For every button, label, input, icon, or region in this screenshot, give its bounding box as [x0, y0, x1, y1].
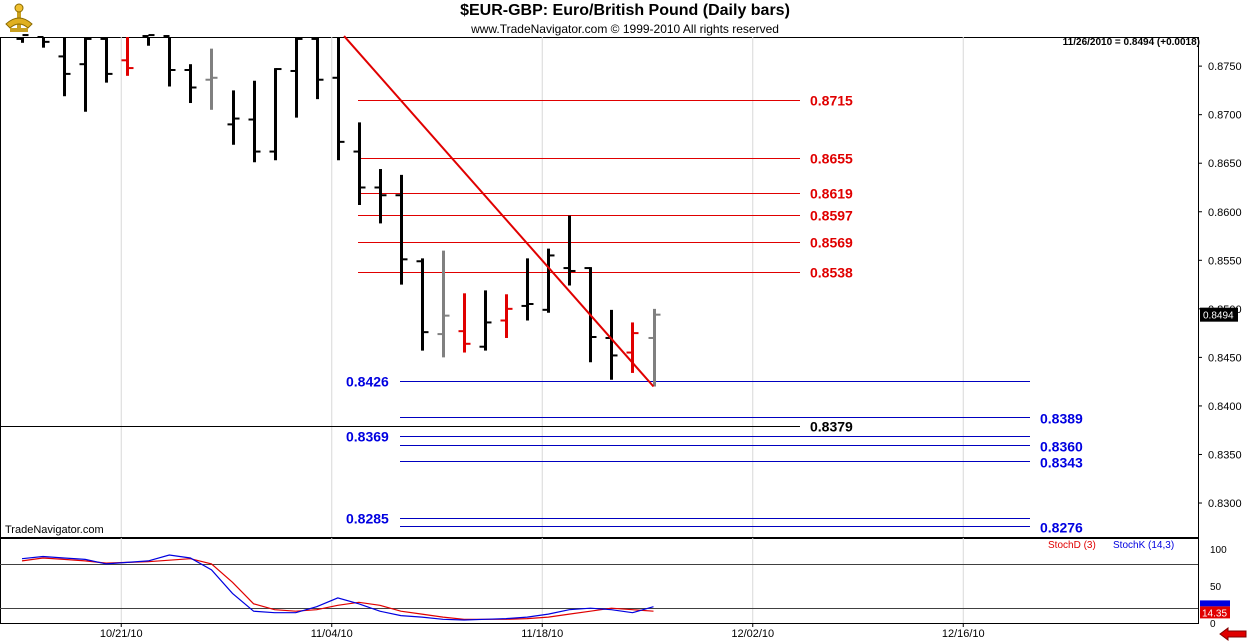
- ohlc-bar: [374, 169, 387, 224]
- x-tick-label: 11/18/10: [521, 628, 563, 640]
- x-tick-label: 12/02/10: [731, 628, 774, 640]
- ohlc-bar: [121, 37, 134, 76]
- ohlc-bar: [184, 64, 197, 104]
- ohlc-bar: [353, 122, 366, 205]
- red-level-label: 0.8619: [810, 186, 853, 202]
- last-price-tag-box: [1200, 307, 1238, 322]
- ohlc-bar: [563, 215, 576, 286]
- trendline: [343, 35, 655, 388]
- y-tick-label: 0.8700: [1208, 110, 1242, 122]
- red-level-label: 0.8715: [810, 93, 853, 109]
- stoch-k-legend: StochK (14,3): [1113, 540, 1174, 551]
- ohlc-bar: [227, 90, 240, 145]
- back-arrow-icon[interactable]: [1218, 627, 1248, 641]
- red-level-label: 0.8538: [810, 265, 853, 281]
- stoch-y-tick-label: 0: [1210, 619, 1216, 630]
- y-tick-label: 0.8350: [1208, 449, 1242, 461]
- red-level-label: 0.8569: [810, 235, 853, 251]
- stoch-panel-border: [0, 538, 1199, 624]
- stoch-k-tag-box: [1200, 600, 1230, 607]
- ohlc-bar: [648, 308, 661, 387]
- last-price-readout: 11/26/2010 = 0.8494 (+0.0018): [1062, 37, 1200, 48]
- ohlc-bar: [395, 174, 408, 285]
- y-tick-label: 0.8400: [1208, 401, 1242, 413]
- blue-level-label: 0.8389: [1040, 411, 1083, 427]
- ohlc-bar: [542, 248, 555, 313]
- blue-level-label: 0.8369: [346, 429, 389, 445]
- red-level-label: 0.8597: [810, 208, 853, 224]
- ohlc-bar: [16, 34, 29, 43]
- x-tick-label: 11/04/10: [311, 628, 353, 640]
- ohlc-bar: [269, 68, 282, 161]
- ohlc-bar: [416, 258, 429, 351]
- chart-subtitle: www.TradeNavigator.com © 1999-2010 All r…: [471, 22, 779, 36]
- watermark: TradeNavigator.com: [5, 524, 104, 536]
- stoch-y-tick-label: 100: [1210, 545, 1227, 556]
- ohlc-bar: [332, 37, 345, 161]
- y-tick-label: 0.8600: [1208, 207, 1242, 219]
- ohlc-bar: [479, 290, 492, 351]
- red-level-label: 0.8655: [810, 151, 853, 167]
- x-tick-label: 10/21/10: [100, 628, 143, 640]
- blue-level-label: 0.8426: [346, 374, 389, 390]
- y-tick-label: 0.8750: [1208, 61, 1242, 73]
- x-tick-label: 12/16/10: [942, 628, 985, 640]
- blue-level-label: 0.8285: [346, 511, 389, 527]
- blue-level-label: 0.8343: [1040, 455, 1083, 471]
- ohlc-bar: [311, 37, 324, 100]
- ohlc-bar: [290, 37, 303, 118]
- ohlc-bar: [79, 37, 92, 112]
- ohlc-bar: [458, 293, 471, 353]
- ohlc-bar: [437, 250, 450, 358]
- y-tick-label: 0.8450: [1208, 352, 1242, 364]
- y-tick-label: 0.8650: [1208, 158, 1242, 170]
- ohlc-bar: [205, 48, 218, 110]
- blue-level-label: 0.8276: [1040, 520, 1083, 536]
- stoch-d-line: [21, 557, 654, 620]
- last-price-tag: 0.8494: [1203, 311, 1234, 322]
- ohlc-bar: [100, 37, 113, 83]
- ohlc-bar: [37, 36, 50, 48]
- chart-title: $EUR-GBP: Euro/British Pound (Daily bars…: [460, 2, 790, 19]
- y-tick-label: 0.8300: [1208, 498, 1242, 510]
- blue-level-label: 0.8360: [1040, 439, 1083, 455]
- ohlc-bar: [142, 34, 155, 46]
- black-level-label: 0.8379: [810, 419, 853, 435]
- price-panel-border: [0, 37, 1199, 538]
- ohlc-bar: [626, 322, 639, 373]
- stoch-d-legend: StochD (3): [1048, 540, 1096, 551]
- stoch-y-tick-label: 50: [1210, 582, 1222, 593]
- ohlc-bar: [521, 258, 534, 321]
- stoch-d-tag-box: [1200, 606, 1230, 619]
- y-tick-label: 0.8550: [1208, 255, 1242, 267]
- ohlc-bar: [500, 294, 513, 338]
- ohlc-bar: [58, 37, 71, 97]
- stoch-k-line: [21, 554, 654, 621]
- trade-navigator-logo-icon: [5, 3, 33, 32]
- stoch-value-tag: 14.35: [1202, 608, 1227, 619]
- ohlc-bar: [163, 35, 176, 87]
- ohlc-bar: [248, 80, 261, 163]
